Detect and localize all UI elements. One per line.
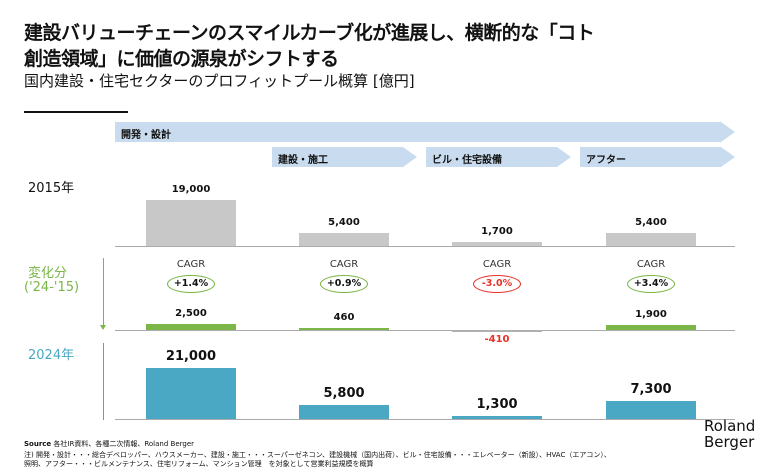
data-label: 1,700 xyxy=(481,225,513,237)
data-label: -410 xyxy=(484,334,510,345)
cagr-label: CAGR xyxy=(176,259,206,270)
title-line-1: 建設バリューチェーンのスマイルカーブ化が進展し、横断的な「コト xyxy=(24,22,595,44)
baseline-2015 xyxy=(115,246,735,247)
title-rule xyxy=(24,111,128,113)
stage-label: 開発・設計 xyxy=(121,130,171,141)
data-label: 2,500 xyxy=(175,307,207,319)
baseline-change xyxy=(115,330,735,331)
data-label: 1,900 xyxy=(635,309,667,321)
data-label: 5,400 xyxy=(635,216,667,228)
data-label: 1,300 xyxy=(476,396,518,412)
subtitle: 国内建設・住宅セクターのプロフィットプール概算 [億円] xyxy=(24,72,415,90)
bar xyxy=(452,330,542,332)
cagr-value: +0.9% xyxy=(320,275,368,293)
cagr-value: +3.4% xyxy=(627,275,675,293)
bar xyxy=(299,232,389,246)
2024-bracket-line xyxy=(103,343,104,420)
logo-line-1: Roland xyxy=(704,417,756,435)
data-label: 5,800 xyxy=(323,385,365,401)
data-label: 19,000 xyxy=(171,184,211,195)
stage-label: アフター xyxy=(586,155,626,166)
bar xyxy=(299,328,389,330)
bar xyxy=(606,325,696,330)
row-label-2015: 2015年 xyxy=(28,181,75,196)
source-note: Source 各社IR資料、各種二次情報、Roland Berger xyxy=(24,439,194,449)
baseline-2024 xyxy=(115,419,735,420)
roland-berger-logo: Roland Berger xyxy=(704,418,755,450)
title-line-2: 創造領域」に価値の源泉がシフトする xyxy=(24,48,339,70)
source-label: Source xyxy=(24,440,52,448)
change-arrow-head-icon xyxy=(100,325,106,330)
stage-arrow-construction: 建設・施工 xyxy=(272,147,417,167)
data-label: 21,000 xyxy=(165,349,217,365)
bar xyxy=(452,415,542,419)
data-label: 460 xyxy=(333,312,355,323)
cagr-value: -3.0% xyxy=(473,275,521,293)
row-label-2024: 2024年 xyxy=(28,348,75,363)
row-label-change-period: ('24-'15) xyxy=(24,280,80,295)
data-label: 7,300 xyxy=(630,382,672,398)
cagr-value: +1.4% xyxy=(167,275,215,293)
stage-arrow-design: 開発・設計 xyxy=(115,122,735,142)
bar xyxy=(146,200,236,246)
stage-arrow-equipment: ビル・住宅設備 xyxy=(426,147,571,167)
bar xyxy=(299,404,389,419)
bar xyxy=(606,401,696,419)
bar xyxy=(452,241,542,246)
bar xyxy=(146,323,236,330)
stage-arrow-after: アフター xyxy=(580,147,735,167)
row-label-change: 変化分 xyxy=(28,266,68,281)
cagr-label: CAGR xyxy=(329,259,359,270)
bar xyxy=(146,368,236,419)
bar xyxy=(606,232,696,246)
data-label: 5,400 xyxy=(328,216,360,228)
logo-line-2: Berger xyxy=(704,433,755,451)
stage-label: ビル・住宅設備 xyxy=(432,155,502,166)
cagr-label: CAGR xyxy=(482,259,512,270)
stage-label: 建設・施工 xyxy=(278,155,328,166)
footnote-1: 注) 開発・設計・・・総合デベロッパー、ハウスメーカー、建設・施工・・・スーパー… xyxy=(24,451,611,459)
source-text: 各社IR資料、各種二次情報、Roland Berger xyxy=(51,440,195,448)
cagr-label: CAGR xyxy=(636,259,666,270)
footnote-2: 照明、アフター・・・ビルメンテナンス、住宅リフォーム、マンション管理 を対象とし… xyxy=(24,460,374,468)
change-arrow-line xyxy=(103,258,104,328)
